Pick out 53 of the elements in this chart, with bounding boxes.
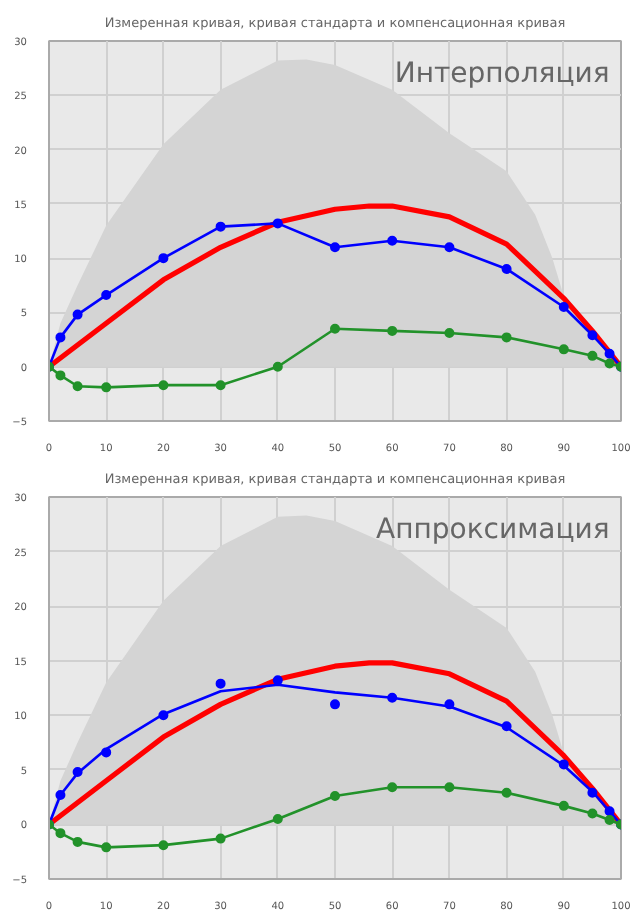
point [330,791,340,802]
point [101,382,112,393]
point [604,348,615,359]
point [330,699,340,710]
point [55,370,66,381]
point [72,381,83,392]
point [501,264,512,274]
point [501,721,512,732]
point [72,309,83,320]
point [387,235,398,246]
point [587,787,598,798]
point [272,361,283,372]
point [55,828,66,839]
point [501,332,512,343]
point [55,332,66,343]
point [158,380,169,391]
point [604,806,615,817]
point [272,813,283,824]
annotation: Аппроксимация [376,514,610,547]
point [604,815,615,826]
point [330,323,340,334]
point [330,242,340,253]
point [101,842,112,853]
annotation: Интерполяция [394,57,610,90]
point [215,678,226,689]
point [72,836,83,847]
point [587,330,598,341]
point [387,325,398,336]
point [444,699,455,710]
point [587,350,598,361]
point [604,358,615,369]
point [158,253,169,264]
point [501,787,512,798]
point [444,782,455,793]
point [558,759,569,770]
point [101,290,112,301]
point [272,218,283,229]
point [215,833,226,844]
point [444,242,455,253]
point [387,782,398,793]
point [215,221,226,232]
point [558,800,569,811]
point [158,840,169,851]
point [558,344,569,355]
point [101,747,112,758]
point [215,380,226,391]
point [72,767,83,778]
point [444,328,455,339]
point [55,789,66,800]
point [387,692,398,703]
point [158,710,169,721]
point [587,808,598,819]
point [558,302,569,312]
